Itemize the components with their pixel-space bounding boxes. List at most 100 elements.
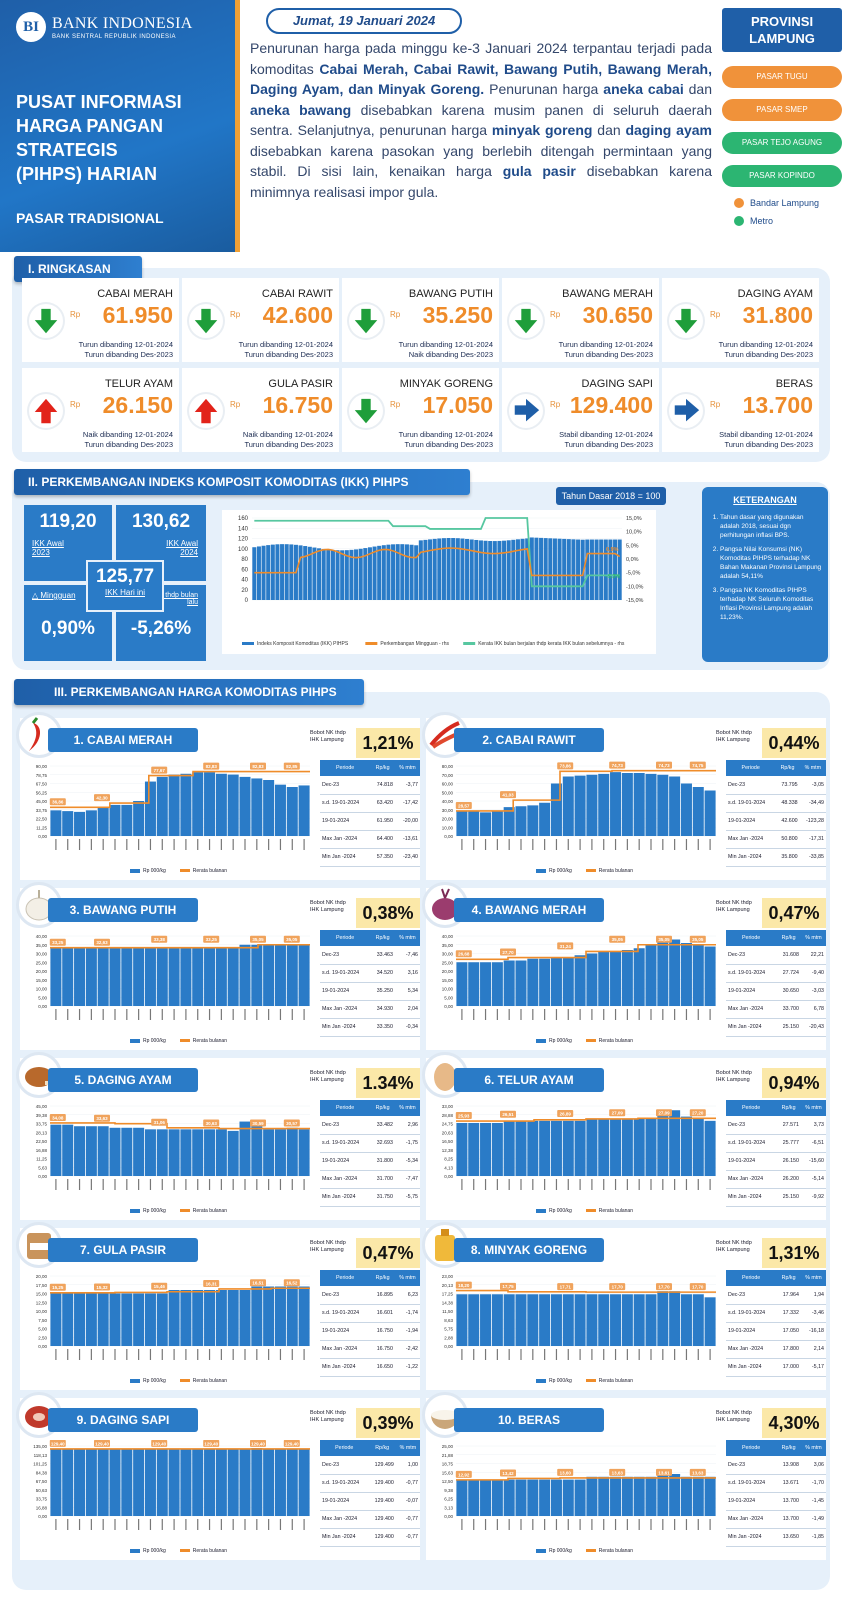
ikk-legend-label: Perkembangan Mingguan - rhs: [380, 641, 449, 647]
ikk-bar: [548, 538, 553, 600]
market-button[interactable]: PASAR TEJO AGUNG: [722, 132, 842, 154]
commodity-price-chart: 135,00 118,13 101,25 84,38 67,50 50,63 33,75 16…: [33, 1440, 310, 1530]
table-row: s.d. 19-01-2024 63.420 -17,42: [320, 794, 420, 813]
bobot-label: Bobot NK thdp IHK Lampung: [310, 1240, 346, 1253]
ikk-bar: [441, 538, 446, 600]
ikk-bar: [469, 539, 474, 600]
narrative-highlight: minyak goreng: [491, 122, 593, 138]
monthly-average-line: [50, 1287, 310, 1294]
price-bar: [144, 781, 156, 836]
market-button[interactable]: PASAR SMEP: [722, 99, 842, 121]
price-bar: [491, 1294, 503, 1346]
avg-label-box: [49, 1113, 66, 1121]
price-bar: [74, 1126, 86, 1176]
table-cell: 3,06: [800, 1456, 826, 1475]
ikk-bar: [603, 539, 608, 600]
table-cell: Dec-23: [726, 776, 776, 795]
table-cell: 17.332: [776, 1304, 801, 1323]
avg-label-box: [283, 1279, 300, 1287]
avg-label: 35,05: [658, 937, 670, 942]
table-row: s.d. 19-01-2024 17.332 -3,46: [726, 1304, 826, 1323]
ikk-bar: [386, 544, 391, 600]
legend-dot-icon: [734, 216, 744, 226]
avg-label-box: [203, 935, 220, 943]
legend-line-label: Rerata bulanan: [192, 1548, 227, 1554]
avg-label-box: [689, 1468, 706, 1476]
market-button[interactable]: PASAR KOPINDO: [722, 165, 842, 187]
commodity-name: BERAS: [775, 378, 813, 390]
price-bar: [286, 1449, 298, 1516]
legend-bar-label: Rp 000/kg: [549, 1548, 572, 1554]
price-bar: [610, 1118, 622, 1176]
bobot-label: Bobot NK thdp IHK Lampung: [310, 900, 346, 913]
price-bar: [468, 1479, 480, 1516]
avg-label-box: [609, 1468, 626, 1476]
bobot-label: Bobot NK thdp IHK Lampung: [716, 1410, 752, 1423]
y-tick-label: 0,00: [444, 1344, 453, 1349]
y-tick-label: 12,50: [36, 1300, 48, 1305]
price-bar: [227, 1130, 239, 1176]
y-tick-label: 5,63: [38, 1165, 47, 1170]
price-bar: [298, 1449, 310, 1516]
table-cell: 13.671: [776, 1474, 801, 1493]
table-row: Min Jan -2024 129.400 -0,77: [320, 1528, 420, 1547]
price-bar: [215, 773, 227, 836]
table-header-cell: Rp/kg: [776, 930, 801, 946]
ikk-weekly-line: [254, 547, 621, 577]
table-cell: 129.400: [368, 1492, 396, 1511]
table-row: Min Jan -2024 17.000 -5,17: [726, 1358, 826, 1377]
ikk-bar: [515, 539, 520, 600]
price-bar: [456, 811, 468, 836]
y-tick-label: 0,00: [38, 1004, 47, 1009]
table-cell: 13.700: [776, 1492, 801, 1511]
avg-label-box: [203, 1279, 220, 1287]
compare-week-note: Naik dibanding 12-01-2024: [82, 430, 173, 439]
commodity-card: 2. CABAI RAWIT Bobot NK thdp IHK Lampung 0…: [422, 712, 826, 880]
price-bar: [215, 1449, 227, 1516]
y-tick-label: 5,00: [38, 995, 47, 1000]
sugar-icon-glyph: [27, 1233, 51, 1259]
price-bar: [286, 1286, 298, 1346]
ikk-bar: [520, 538, 525, 600]
bobot-value: 1,31%: [762, 1238, 826, 1268]
price-bar: [539, 802, 551, 836]
table-cell: -2,42: [394, 1340, 420, 1359]
table-cell: 25.150: [776, 1018, 801, 1037]
avg-label-box: [94, 1114, 110, 1122]
price-value: 129.400: [569, 392, 653, 418]
y-tick-label: 56,25: [36, 790, 48, 795]
y-tick-label: 22,50: [36, 1139, 48, 1144]
table-cell: 19-01-2024: [726, 1152, 777, 1171]
y-tick-label: 78,75: [36, 773, 48, 778]
avg-label-box: [455, 1281, 472, 1289]
avg-label: 16,52: [286, 1281, 298, 1286]
bi-logo-icon: BI: [16, 12, 46, 42]
price-bar: [298, 785, 310, 836]
price-bar: [251, 944, 263, 1006]
price-bar: [239, 1448, 251, 1516]
chili-shape: [29, 723, 41, 751]
table-cell: 19-01-2024: [320, 982, 371, 1001]
price-bar: [539, 1479, 551, 1516]
legend-line-item: Rerata bulanan: [585, 1038, 633, 1044]
arrow-down-glyph: [514, 308, 538, 334]
price-bar: [156, 1129, 168, 1176]
y-tick-label: 0,00: [38, 1174, 47, 1179]
table-row: Dec-23 17.964 1,94: [726, 1286, 826, 1305]
avg-label: 32,63: [96, 940, 108, 945]
price-bar: [633, 773, 645, 836]
y-tick-label: 67,50: [36, 782, 48, 787]
price-bar: [286, 1127, 298, 1176]
page-subtitle: PASAR TRADISIONAL: [16, 210, 164, 226]
price-bar: [503, 960, 515, 1006]
commodity-name: CABAI RAWIT: [261, 288, 333, 300]
legend-bar-swatch: [536, 1378, 546, 1383]
avg-label-box: [689, 761, 706, 769]
commodity-name: TELUR AYAM: [104, 378, 173, 390]
price-bar: [109, 1293, 121, 1346]
ikk-legend-label: Indeks Komposit Komoditas (IKK) PIHPS: [257, 641, 349, 647]
table-cell: Dec-23: [726, 946, 777, 965]
table-header-cell: Rp/kg: [370, 760, 395, 776]
market-button[interactable]: PASAR TUGU: [722, 66, 842, 88]
ikk-bar: [391, 544, 396, 600]
